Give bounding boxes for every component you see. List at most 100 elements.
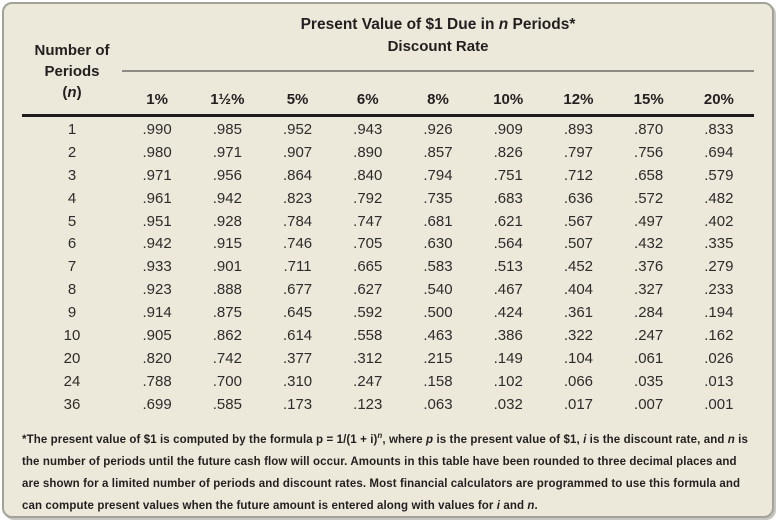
table-row: 2 .980 .971 .907 .890 .857 .826 .797 .756 .694 xyxy=(22,142,754,165)
value-cell: .747 xyxy=(353,212,383,230)
period-cell: 2 xyxy=(67,143,77,161)
rate-header: 6% xyxy=(356,91,379,108)
value-cell: .914 xyxy=(142,304,172,322)
value-cell: .614 xyxy=(282,327,313,345)
value-cell: .013 xyxy=(704,372,734,390)
value-cell: .284 xyxy=(634,304,664,322)
table-row: 8 .923 .888 .677 .627 .540 .467 .404 .327 .233 xyxy=(22,279,754,302)
value-cell: .404 xyxy=(563,281,594,299)
value-cell: .572 xyxy=(634,189,664,207)
value-cell: .063 xyxy=(423,395,453,413)
value-cell: .001 xyxy=(704,395,734,413)
value-cell: .665 xyxy=(353,258,383,276)
period-cell: 9 xyxy=(67,304,77,322)
value-cell: .820 xyxy=(142,349,172,367)
value-cell: .907 xyxy=(282,143,313,161)
value-cell: .247 xyxy=(634,327,664,345)
value-cell: .961 xyxy=(142,189,172,207)
value-cell: .194 xyxy=(704,304,734,322)
period-cell: 6 xyxy=(67,235,77,253)
value-cell: .335 xyxy=(704,235,734,253)
value-cell: .558 xyxy=(353,327,383,345)
value-cell: .956 xyxy=(212,166,242,184)
value-cell: .432 xyxy=(634,235,664,253)
value-cell: .658 xyxy=(634,166,664,184)
table-title: Present Value of $1 Due in n Periods* xyxy=(300,16,576,33)
exponent-n: n xyxy=(377,430,383,440)
period-cell: 4 xyxy=(67,189,77,207)
value-cell: .007 xyxy=(634,395,664,413)
value-cell: .066 xyxy=(563,372,594,390)
value-cell: .026 xyxy=(704,349,734,367)
rate-header: 1% xyxy=(146,91,168,108)
value-cell: .149 xyxy=(493,349,523,367)
period-cell: 24 xyxy=(63,372,81,390)
rate-header: 20% xyxy=(703,91,734,108)
value-cell: .585 xyxy=(212,395,242,413)
value-cell: .683 xyxy=(493,189,523,207)
value-cell: .102 xyxy=(493,372,523,390)
value-cell: .909 xyxy=(493,121,523,138)
value-cell: .833 xyxy=(704,121,734,138)
value-cell: .627 xyxy=(353,281,383,299)
value-cell: .971 xyxy=(212,143,242,161)
period-cell: 7 xyxy=(67,258,77,276)
value-cell: .870 xyxy=(634,121,664,138)
table-body: 1 .990 .985 .952 .943 .926 .909 .893 .870 .833 2 .9… xyxy=(22,119,754,417)
number-of-periods-label: Number of Periods (n) xyxy=(22,14,122,114)
value-cell: .312 xyxy=(353,349,383,367)
period-cell: 8 xyxy=(67,281,77,299)
table-header: Number of Periods (n) Present Value of $… xyxy=(22,14,754,114)
value-cell: .699 xyxy=(142,395,172,413)
value-cell: .933 xyxy=(142,258,172,276)
period-cell: 20 xyxy=(63,349,81,367)
value-cell: .361 xyxy=(563,304,594,322)
value-cell: .592 xyxy=(353,304,383,322)
value-cell: .376 xyxy=(634,258,664,276)
value-cell: .279 xyxy=(704,258,734,276)
discount-rate-label: Discount Rate xyxy=(387,38,489,55)
rate-header-row: 1% 1½% 5% 6% 8% 10% 12% 15% 20% xyxy=(122,72,754,114)
value-cell: .162 xyxy=(704,327,734,345)
value-cell: .310 xyxy=(282,372,313,390)
value-cell: .990 xyxy=(142,121,172,138)
period-cell: 3 xyxy=(67,166,77,184)
discount-rate-underline xyxy=(122,70,754,72)
rate-header: 15% xyxy=(633,91,664,108)
value-cell: .386 xyxy=(493,327,523,345)
value-cell: .424 xyxy=(493,304,523,322)
table-row: 3 .971 .956 .864 .840 .794 .751 .712 .658 .579 xyxy=(22,165,754,188)
value-cell: .621 xyxy=(493,212,523,230)
value-cell: .823 xyxy=(282,189,313,207)
value-cell: .452 xyxy=(563,258,594,276)
value-cell: .061 xyxy=(634,349,664,367)
value-cell: .926 xyxy=(423,121,453,138)
value-cell: .794 xyxy=(423,166,453,184)
value-cell: .951 xyxy=(142,212,172,230)
value-cell: .645 xyxy=(282,304,313,322)
rate-header: 10% xyxy=(493,91,524,108)
value-cell: .985 xyxy=(212,121,242,138)
value-cell: .327 xyxy=(634,281,664,299)
value-cell: .402 xyxy=(704,212,734,230)
table-row: 10 .905 .862 .614 .558 .463 .386 .322 .247 .162 xyxy=(22,325,754,348)
value-cell: .875 xyxy=(212,304,242,322)
value-cell: .233 xyxy=(704,281,734,299)
value-cell: .173 xyxy=(282,395,313,413)
value-cell: .247 xyxy=(353,372,383,390)
value-cell: .694 xyxy=(704,143,734,161)
header-right: Present Value of $1 Due in n Periods* Di… xyxy=(122,14,754,114)
value-cell: .123 xyxy=(353,395,383,413)
value-cell: .890 xyxy=(353,143,383,161)
period-cell: 5 xyxy=(67,212,77,230)
value-cell: .583 xyxy=(423,258,453,276)
value-cell: .746 xyxy=(282,235,313,253)
value-cell: .322 xyxy=(563,327,594,345)
table-row: 5 .951 .928 .784 .747 .681 .621 .567 .497 .402 xyxy=(22,211,754,234)
value-cell: .711 xyxy=(283,258,312,276)
value-cell: .943 xyxy=(353,121,383,138)
value-cell: .630 xyxy=(423,235,453,253)
value-cell: .482 xyxy=(704,189,734,207)
value-cell: .942 xyxy=(212,189,242,207)
